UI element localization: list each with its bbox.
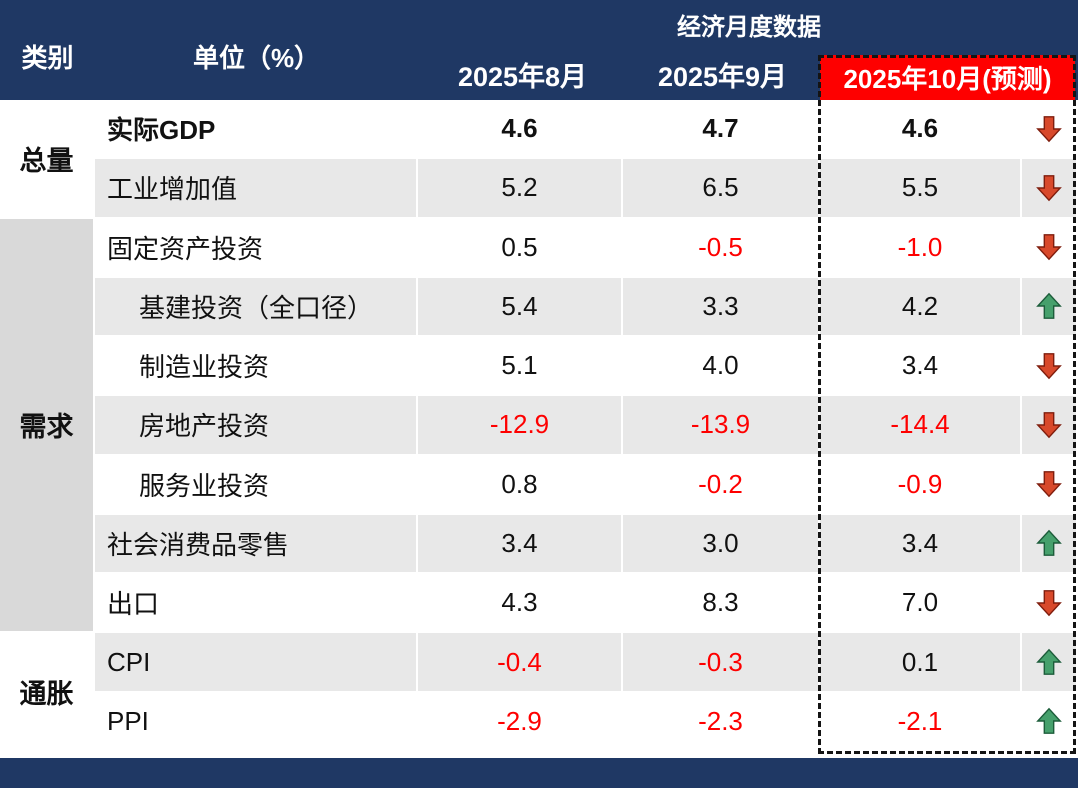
trend-cell [1022, 633, 1078, 693]
value-cell: -12.9 [418, 396, 623, 456]
category-cell: 通胀 [0, 633, 95, 752]
value-cell: -0.9 [820, 455, 1022, 515]
value-cell: -13.9 [623, 396, 820, 456]
row-label: 实际GDP [95, 100, 418, 160]
row-label: CPI [95, 633, 418, 693]
value-cell: 5.4 [418, 277, 623, 338]
row-label: 服务业投资 [95, 455, 418, 515]
row-label: PPI [95, 692, 418, 752]
trend-cell [1022, 396, 1078, 456]
value-cell: -0.2 [623, 455, 820, 515]
trend-up-icon [1036, 293, 1062, 320]
value-cell: 4.3 [418, 574, 623, 634]
value-cell: 7.0 [820, 574, 1022, 634]
value-cell: -2.1 [820, 692, 1022, 752]
value-cell: 4.0 [623, 337, 820, 397]
value-cell: 3.3 [623, 277, 820, 338]
value-cell: -2.9 [418, 692, 623, 752]
trend-up-icon [1036, 530, 1062, 557]
value-cell: 6.5 [623, 159, 820, 219]
value-cell: -0.3 [623, 633, 820, 693]
table-header: 经济月度数据 类别 单位（%） 2025年8月 2025年9月 2025年10月… [0, 0, 1078, 100]
row-label: 社会消费品零售 [95, 514, 418, 575]
value-cell: 5.1 [418, 337, 623, 397]
value-cell: 4.7 [623, 100, 820, 160]
value-cell: -0.4 [418, 633, 623, 693]
trend-down-icon [1036, 115, 1062, 142]
value-cell: 0.1 [820, 633, 1022, 693]
category-cell: 总量 [0, 100, 95, 219]
trend-down-icon [1036, 412, 1062, 439]
trend-cell [1022, 100, 1078, 160]
value-cell: -0.5 [623, 218, 820, 278]
value-cell: 3.4 [820, 514, 1022, 575]
trend-cell [1022, 514, 1078, 575]
value-cell: -2.3 [623, 692, 820, 752]
value-cell: 5.5 [820, 159, 1022, 219]
value-cell: 3.4 [418, 514, 623, 575]
trend-up-icon [1036, 708, 1062, 735]
trend-down-icon [1036, 352, 1062, 379]
header-month-oct-2025-forecast: 2025年10月(预测) [820, 55, 1075, 100]
value-cell: 3.4 [820, 337, 1022, 397]
row-label: 工业增加值 [95, 159, 418, 219]
bottom-bar [0, 758, 1078, 788]
value-cell: 0.5 [418, 218, 623, 278]
value-cell: -1.0 [820, 218, 1022, 278]
trend-cell [1022, 692, 1078, 752]
value-cell: 0.8 [418, 455, 623, 515]
value-cell: 4.6 [418, 100, 623, 160]
header-month-aug-2025: 2025年8月 [457, 61, 588, 92]
row-label: 基建投资（全口径） [95, 277, 418, 338]
value-cell: 8.3 [623, 574, 820, 634]
trend-down-icon [1036, 234, 1062, 261]
trend-cell [1022, 277, 1078, 338]
trend-down-icon [1036, 175, 1062, 202]
trend-cell [1022, 218, 1078, 278]
trend-cell [1022, 574, 1078, 634]
row-label: 制造业投资 [95, 337, 418, 397]
trend-cell [1022, 337, 1078, 397]
row-label: 房地产投资 [95, 396, 418, 456]
row-label: 固定资产投资 [95, 218, 418, 278]
value-cell: 5.2 [418, 159, 623, 219]
header-unit: 单位（%） [192, 42, 321, 73]
trend-down-icon [1036, 589, 1062, 616]
trend-cell [1022, 159, 1078, 219]
table-title: 经济月度数据 [677, 14, 821, 41]
header-category: 类别 [21, 42, 74, 73]
value-cell: -14.4 [820, 396, 1022, 456]
value-cell: 3.0 [623, 514, 820, 575]
trend-up-icon [1036, 648, 1062, 675]
category-cell: 需求 [0, 218, 95, 634]
header-month-sep-2025: 2025年9月 [657, 61, 788, 92]
trend-cell [1022, 455, 1078, 515]
value-cell: 4.6 [820, 100, 1022, 160]
row-label: 出口 [95, 574, 418, 634]
value-cell: 4.2 [820, 277, 1022, 338]
trend-down-icon [1036, 471, 1062, 498]
data-grid: 总量 需求 通胀 实际GDP 4.6 4.7 4.6 工业增加值 5.2 6.5 5.5 固定资产投资… [0, 100, 1078, 752]
